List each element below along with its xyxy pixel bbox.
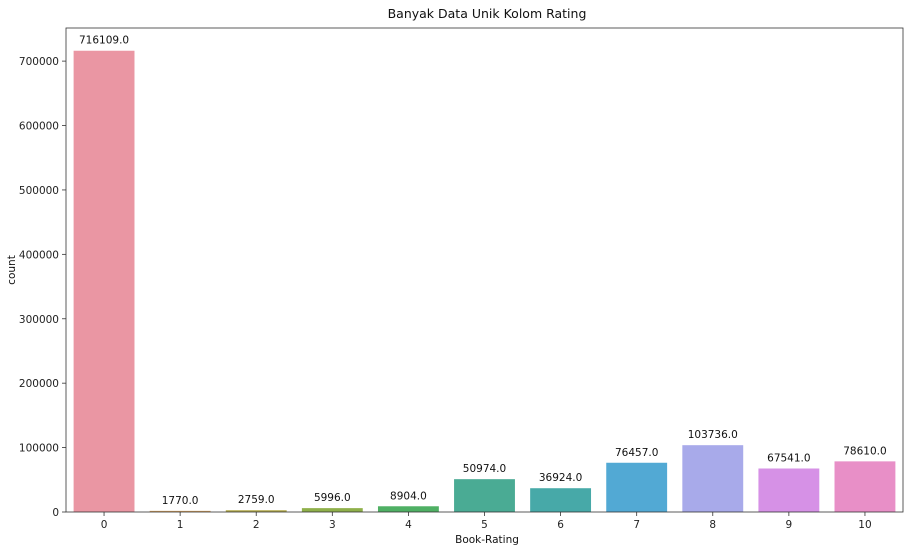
x-tick-label: 5 <box>481 519 488 531</box>
chart-title: Banyak Data Unik Kolom Rating <box>388 6 587 21</box>
data-label: 76457.0 <box>615 447 658 459</box>
y-tick-label: 0 <box>52 507 59 519</box>
x-tick-label: 6 <box>557 519 564 531</box>
data-label: 103736.0 <box>688 429 738 441</box>
bar-rating-7 <box>606 462 668 512</box>
x-tick-label: 7 <box>633 519 640 531</box>
bar-rating-1 <box>149 510 211 512</box>
x-tick-label: 1 <box>177 519 184 531</box>
data-label: 2759.0 <box>238 494 275 506</box>
bar-rating-3 <box>301 508 363 512</box>
plot-frame <box>65 27 904 513</box>
y-tick-label: 500000 <box>19 185 59 197</box>
bar-rating-8 <box>682 445 744 512</box>
data-label: 50974.0 <box>463 463 506 475</box>
data-label: 1770.0 <box>162 495 199 507</box>
x-tick-label: 10 <box>858 519 871 531</box>
x-axis-title: Book-Rating <box>455 534 519 546</box>
y-tick-label: 700000 <box>19 56 59 68</box>
x-tick-label: 2 <box>253 519 260 531</box>
x-tick-label: 8 <box>709 519 716 531</box>
data-label: 78610.0 <box>843 445 886 457</box>
y-axis-title: count <box>6 255 18 285</box>
y-tick-label: 100000 <box>19 443 59 455</box>
x-tick-label: 0 <box>101 519 108 531</box>
x-tick-label: 9 <box>786 519 793 531</box>
y-tick-label: 300000 <box>19 314 59 326</box>
data-label: 8904.0 <box>390 490 427 502</box>
bar-rating-6 <box>530 488 592 512</box>
plot-area: 0 716109.0 1 1770.0 2 2759.0 3 5996.0 4 8904.0 5 50… <box>19 27 904 531</box>
data-label: 716109.0 <box>79 35 129 47</box>
bar-rating-10 <box>834 461 896 512</box>
data-label: 5996.0 <box>314 492 351 504</box>
bar-rating-0 <box>73 50 135 512</box>
y-tick-label: 200000 <box>19 378 59 390</box>
bar-rating-4 <box>377 506 439 512</box>
x-tick-label: 3 <box>329 519 336 531</box>
y-tick-label: 400000 <box>19 249 59 261</box>
bar-rating-2 <box>225 510 287 512</box>
data-label: 67541.0 <box>767 452 810 464</box>
bar-rating-9 <box>758 468 820 512</box>
x-tick-label: 4 <box>405 519 412 531</box>
bar-rating-5 <box>454 479 515 512</box>
y-tick-label: 600000 <box>19 121 59 133</box>
data-label: 36924.0 <box>539 472 582 484</box>
